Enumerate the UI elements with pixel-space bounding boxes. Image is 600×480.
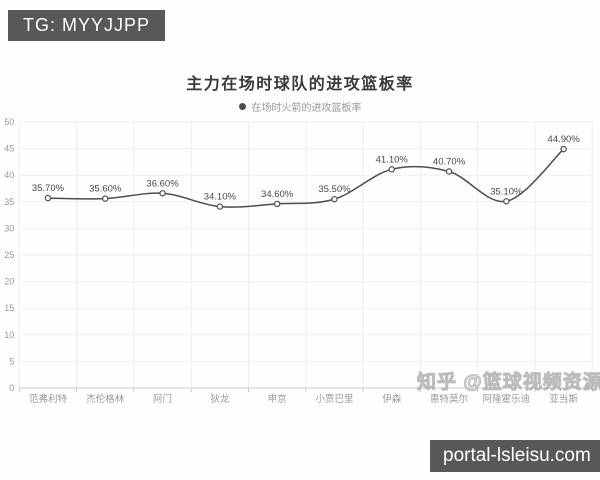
data-point <box>102 195 109 202</box>
data-point-label: 35.70% <box>32 183 65 194</box>
data-point <box>273 200 281 208</box>
chart-legend: 在场时火箭的进攻篮板率 <box>0 99 600 114</box>
data-point <box>388 166 395 173</box>
x-tick-label: 亚当斯 <box>549 393 578 405</box>
portal-watermark-badge: portal-lsleisu.com <box>430 440 600 472</box>
data-point-label: 34.10% <box>204 192 237 203</box>
zhihu-watermark: 知乎 @篮球视频资源 <box>417 372 600 394</box>
y-tick-label: 40 <box>4 170 14 180</box>
y-tick-label: 0 <box>9 383 14 393</box>
x-tick-label: 范弗利特 <box>29 393 68 405</box>
x-tick-label: 小贾巴里 <box>315 394 353 405</box>
legend-marker-icon <box>238 103 246 110</box>
y-tick-label: 45 <box>4 144 14 154</box>
data-point <box>560 145 567 153</box>
data-point <box>159 190 166 197</box>
chart-title: 主力在场时球队的进攻篮板率 <box>186 76 414 93</box>
x-tick-label: 狄龙 <box>210 393 230 405</box>
x-tick-label: 惠特莫尔 <box>430 393 469 405</box>
y-tick-label: 20 <box>4 277 14 287</box>
series-line <box>47 148 565 208</box>
data-point-label: 36.60% <box>146 178 179 189</box>
tg-watermark-badge: TG: MYYJJPP <box>8 10 166 41</box>
data-point-label: 35.50% <box>318 184 351 195</box>
x-tick-label: 杰伦格林 <box>86 393 125 405</box>
data-point-label: 41.10% <box>376 154 409 165</box>
y-tick-label: 35 <box>4 197 14 207</box>
data-point <box>216 203 224 210</box>
data-point-label: 34.60% <box>261 189 294 200</box>
y-tick-label: 30 <box>4 223 14 233</box>
data-point <box>44 194 52 202</box>
y-tick-label: 5 <box>9 356 14 366</box>
data-point <box>503 198 510 205</box>
data-point-label: 44.90% <box>548 134 581 145</box>
x-tick-label: 申京 <box>268 393 287 405</box>
data-point-label: 35.60% <box>89 184 122 195</box>
x-tick-label: 阿门 <box>153 393 172 405</box>
y-tick-label: 15 <box>4 303 14 313</box>
data-point <box>445 168 453 175</box>
y-tick-label: 25 <box>4 250 14 260</box>
legend-label: 在场时火箭的进攻篮板率 <box>251 103 362 114</box>
x-tick-label: 阿隆霍乐迪 <box>483 393 531 405</box>
y-tick-label: 50 <box>4 117 14 127</box>
data-point-label: 35.10% <box>490 186 523 197</box>
data-point-label: 40.70% <box>433 156 466 167</box>
y-tick-label: 10 <box>4 330 14 340</box>
x-tick-label: 伊森 <box>382 393 402 405</box>
data-point <box>331 195 338 203</box>
